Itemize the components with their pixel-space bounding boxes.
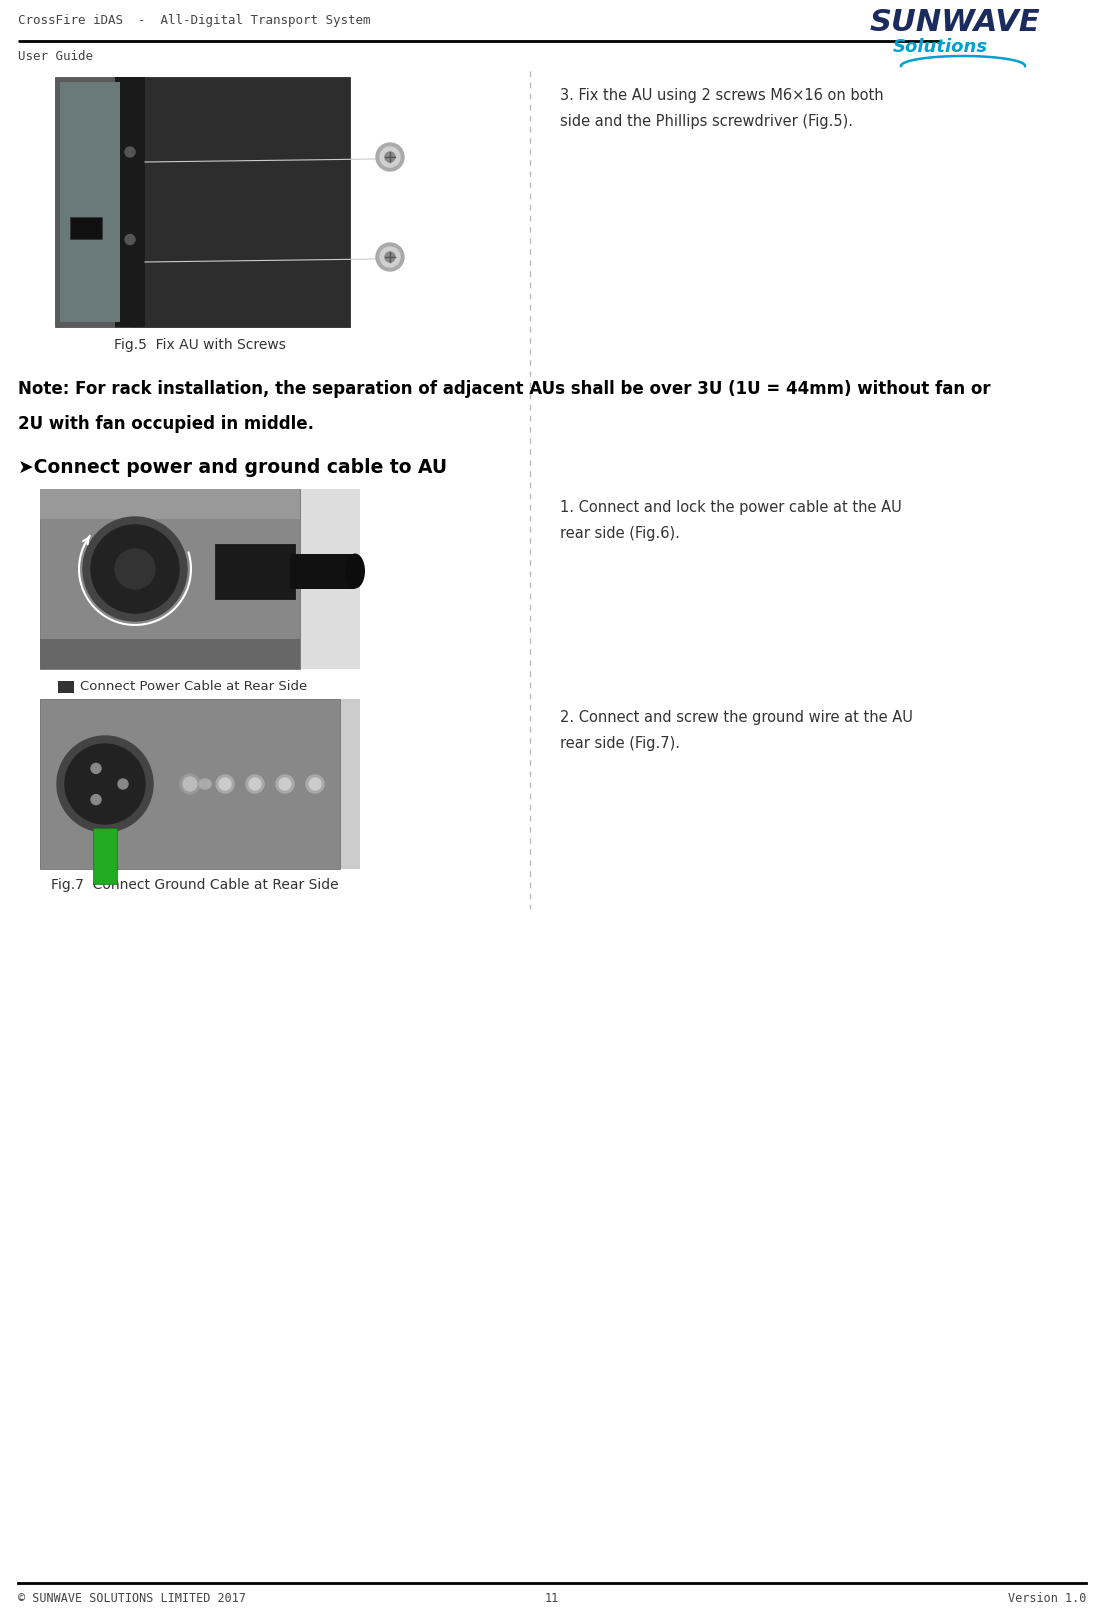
Text: rear side (Fig.6).: rear side (Fig.6).	[560, 526, 680, 540]
Bar	[115, 78, 145, 328]
Bar	[70, 217, 102, 240]
Circle shape	[65, 745, 145, 824]
Ellipse shape	[344, 553, 365, 589]
Text: Connect Power Cable at Rear Side: Connect Power Cable at Rear Side	[79, 680, 307, 693]
Bar	[115, 78, 350, 328]
Text: Version 1.0: Version 1.0	[1008, 1591, 1086, 1604]
Circle shape	[276, 776, 294, 794]
Circle shape	[376, 144, 404, 172]
Text: User Guide: User Guide	[18, 50, 93, 63]
Text: side and the Phillips screwdriver (Fig.5).: side and the Phillips screwdriver (Fig.5…	[560, 114, 853, 128]
Circle shape	[216, 776, 234, 794]
Circle shape	[279, 779, 291, 790]
Bar	[59, 682, 74, 693]
Circle shape	[91, 795, 100, 805]
Text: 2U with fan occupied in middle.: 2U with fan occupied in middle.	[18, 415, 314, 433]
Text: Solutions: Solutions	[893, 37, 988, 55]
Text: rear side (Fig.7).: rear side (Fig.7).	[560, 735, 680, 750]
Circle shape	[118, 779, 128, 789]
Text: Fig.7  Connect Ground Cable at Rear Side: Fig.7 Connect Ground Cable at Rear Side	[51, 878, 339, 891]
Ellipse shape	[199, 779, 211, 789]
Circle shape	[380, 248, 400, 268]
Bar	[40, 490, 360, 670]
Circle shape	[380, 148, 400, 167]
Circle shape	[57, 737, 153, 833]
Bar	[40, 700, 340, 870]
Text: 1. Connect and lock the power cable at the AU: 1. Connect and lock the power cable at t…	[560, 500, 902, 514]
Circle shape	[250, 779, 261, 790]
Text: ➤Connect power and ground cable to AU: ➤Connect power and ground cable to AU	[18, 458, 447, 477]
Circle shape	[246, 776, 264, 794]
Circle shape	[83, 518, 187, 622]
Text: 11: 11	[545, 1591, 559, 1604]
Text: Note: For rack installation, the separation of adjacent AUs shall be over 3U (1U: Note: For rack installation, the separat…	[18, 380, 990, 398]
Bar	[40, 700, 360, 870]
Bar	[215, 545, 295, 599]
Text: 3. Fix the AU using 2 screws M6×16 on both: 3. Fix the AU using 2 screws M6×16 on bo…	[560, 88, 883, 102]
Circle shape	[219, 779, 231, 790]
Circle shape	[306, 776, 323, 794]
Bar	[55, 78, 350, 328]
Bar	[40, 490, 300, 519]
Bar	[40, 639, 300, 670]
Circle shape	[309, 779, 321, 790]
Bar	[55, 78, 130, 328]
Text: Fig.5  Fix AU with Screws: Fig.5 Fix AU with Screws	[114, 338, 286, 352]
Text: SUNWAVE: SUNWAVE	[870, 8, 1041, 37]
Bar	[40, 490, 300, 670]
Text: CrossFire iDAS  -  All-Digital Transport System: CrossFire iDAS - All-Digital Transport S…	[18, 15, 371, 28]
Circle shape	[385, 253, 395, 263]
Circle shape	[376, 243, 404, 271]
Circle shape	[125, 148, 135, 157]
Text: 2. Connect and screw the ground wire at the AU: 2. Connect and screw the ground wire at …	[560, 709, 913, 724]
Bar	[60, 83, 120, 323]
Circle shape	[385, 153, 395, 162]
Circle shape	[115, 550, 155, 589]
Circle shape	[183, 777, 197, 792]
Bar	[93, 828, 117, 885]
Circle shape	[125, 235, 135, 245]
Circle shape	[180, 774, 200, 795]
Bar	[290, 555, 355, 589]
Circle shape	[91, 526, 179, 613]
Text: © SUNWAVE SOLUTIONS LIMITED 2017: © SUNWAVE SOLUTIONS LIMITED 2017	[18, 1591, 246, 1604]
Circle shape	[91, 764, 100, 774]
